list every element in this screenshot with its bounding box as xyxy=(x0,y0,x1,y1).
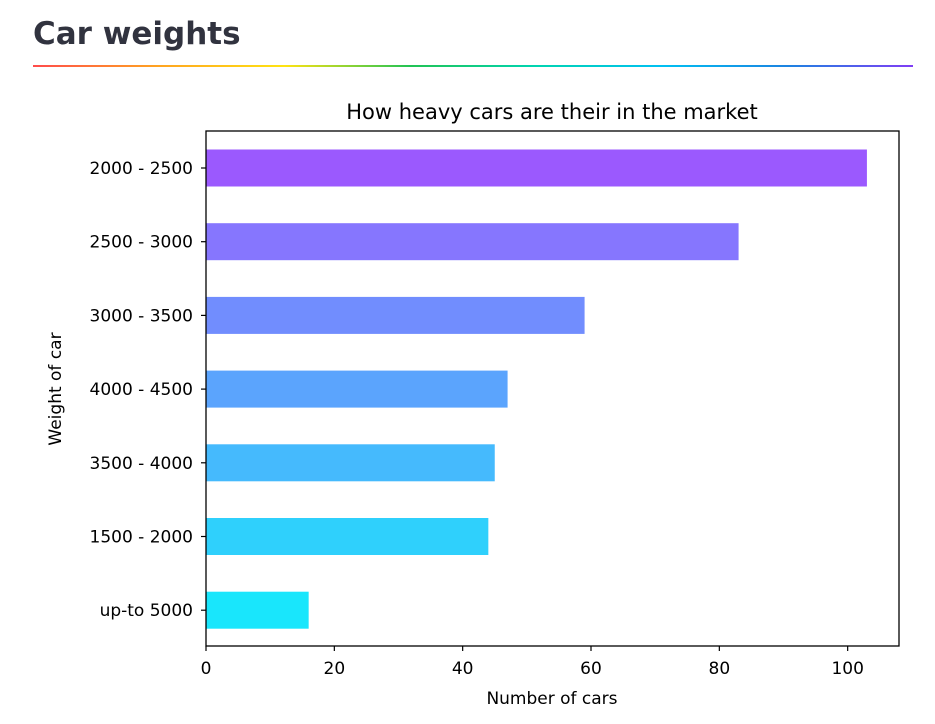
x-tick-label: 100 xyxy=(831,659,863,679)
x-tick-label: 80 xyxy=(709,659,731,679)
y-tick-label: up-to 5000 xyxy=(100,601,193,621)
x-axis-ticks: 0 20 40 60 80 100 xyxy=(201,646,864,679)
y-tick-label: 2000 - 2500 xyxy=(90,159,193,179)
bar xyxy=(206,591,309,629)
page-header: Car weights xyxy=(33,14,913,67)
y-tick-label: 4000 - 4500 xyxy=(90,380,193,400)
bar xyxy=(206,444,495,482)
y-axis-ticks: 2000 - 2500 2500 - 3000 3000 - 3500 4000 - … xyxy=(90,159,206,621)
x-tick-label: 0 xyxy=(201,659,212,679)
chart-title: How heavy cars are their in the market xyxy=(346,100,758,124)
rainbow-divider xyxy=(33,65,913,67)
x-tick-label: 60 xyxy=(580,659,602,679)
y-axis-label: Weight of car xyxy=(46,332,66,445)
bar xyxy=(206,518,489,555)
bar xyxy=(206,296,585,334)
y-tick-label: 3000 - 3500 xyxy=(90,306,193,326)
bar xyxy=(206,223,739,261)
x-axis-label: Number of cars xyxy=(486,689,617,709)
bar xyxy=(206,149,867,187)
bars-group xyxy=(206,149,867,629)
x-tick-label: 40 xyxy=(452,659,474,679)
y-tick-label: 3500 - 4000 xyxy=(90,454,193,474)
x-tick-label: 20 xyxy=(324,659,346,679)
y-tick-label: 2500 - 3000 xyxy=(90,233,193,253)
bar xyxy=(206,370,508,408)
y-tick-label: 1500 - 2000 xyxy=(90,528,193,548)
page-title: Car weights xyxy=(33,16,241,52)
